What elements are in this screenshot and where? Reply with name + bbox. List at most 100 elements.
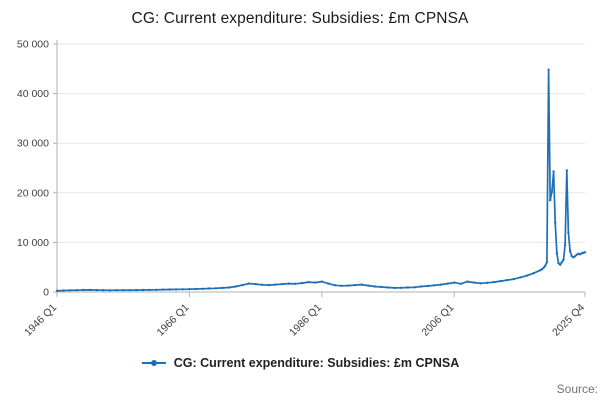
data-point — [472, 281, 476, 284]
chart-legend: CG: Current expenditure: Subsidies: £m C… — [0, 356, 600, 370]
data-point — [562, 258, 565, 261]
data-point — [148, 288, 151, 292]
data-point — [75, 289, 79, 292]
data-point — [446, 282, 449, 285]
data-point — [413, 286, 416, 289]
data-point — [540, 268, 544, 271]
y-tick-label: 10 000 — [17, 237, 49, 249]
data-point — [274, 283, 277, 286]
data-point — [439, 283, 443, 286]
data-point — [492, 280, 496, 284]
data-point — [221, 286, 224, 290]
data-point — [400, 286, 403, 289]
data-point — [327, 282, 330, 285]
data-point — [459, 282, 463, 285]
data-point — [532, 272, 535, 275]
data-point — [554, 221, 557, 224]
data-point — [135, 288, 138, 292]
data-point — [557, 262, 560, 265]
x-tick-label: 2025 Q4 — [550, 302, 587, 339]
data-point — [340, 284, 343, 287]
chart-svg: 0 10 000 20 000 30 000 40 000 50 000 1946 Q1 19… — [17, 39, 587, 339]
data-point — [214, 287, 218, 290]
data-point — [294, 282, 297, 285]
data-point — [227, 286, 231, 289]
data-point — [287, 282, 290, 285]
data-point — [419, 285, 423, 288]
data-point — [62, 289, 65, 292]
data-point — [563, 243, 567, 247]
data-point — [247, 282, 251, 285]
y-tick-label: 40 000 — [17, 88, 49, 100]
data-point — [194, 287, 198, 291]
data-point — [314, 281, 317, 284]
data-point — [426, 284, 429, 288]
data-point — [453, 281, 456, 284]
data-point — [559, 263, 562, 266]
legend-label: CG: Current expenditure: Subsidies: £m C… — [173, 356, 460, 370]
data-point — [208, 287, 211, 290]
data-point — [550, 190, 554, 193]
data-point — [300, 281, 304, 285]
data-point — [549, 199, 552, 202]
legend-line-icon — [141, 360, 166, 366]
data-point — [486, 281, 489, 284]
data-point — [168, 288, 171, 291]
data-point — [115, 289, 118, 292]
data-point — [406, 286, 410, 289]
data-point — [353, 283, 357, 287]
data-point — [433, 284, 436, 287]
data-point — [567, 231, 570, 234]
data-point — [360, 283, 363, 286]
data-point — [267, 283, 271, 287]
legend-dot — [150, 360, 157, 366]
data-line — [56, 68, 586, 292]
y-tick-label: 50 000 — [17, 39, 49, 51]
data-point — [565, 169, 568, 172]
data-point — [108, 289, 112, 292]
data-point — [545, 261, 549, 264]
data-point — [393, 286, 396, 290]
data-point — [234, 285, 237, 288]
data-point — [499, 279, 502, 283]
x-tick-label: 1986 Q1 — [287, 302, 324, 339]
data-point — [386, 286, 390, 289]
data-point — [380, 285, 383, 289]
data-point — [367, 284, 370, 287]
data-point — [525, 274, 529, 277]
data-point — [544, 264, 547, 267]
data-point — [280, 282, 284, 286]
data-point — [583, 251, 587, 254]
data-point — [88, 288, 92, 292]
data-point — [573, 255, 577, 258]
data-point — [333, 284, 337, 287]
data-point — [506, 278, 509, 282]
data-point — [555, 252, 559, 255]
data-point — [547, 68, 550, 71]
data-point — [560, 261, 563, 264]
data-point — [82, 288, 85, 292]
data-point — [479, 282, 482, 285]
y-tick-label: 30 000 — [17, 138, 49, 150]
data-point — [201, 287, 204, 290]
data-point — [155, 288, 158, 291]
data-point — [373, 285, 376, 288]
x-tick-label: 1946 Q1 — [22, 302, 59, 339]
data-point — [466, 280, 469, 283]
y-tick-label: 0 — [43, 287, 49, 299]
data-point — [254, 282, 257, 286]
data-point — [241, 283, 244, 287]
x-tick-label: 2006 Q1 — [419, 302, 456, 339]
source-label: Source: — [556, 382, 598, 396]
data-point — [542, 266, 545, 269]
data-point — [141, 288, 145, 292]
data-point — [175, 288, 178, 291]
x-tick-label: 1966 Q1 — [155, 302, 192, 339]
data-point — [55, 289, 59, 292]
data-point — [181, 288, 184, 291]
data-point — [261, 283, 264, 286]
data-point — [161, 288, 165, 291]
data-point — [102, 289, 105, 292]
data-point — [512, 277, 515, 281]
data-point — [69, 289, 72, 292]
